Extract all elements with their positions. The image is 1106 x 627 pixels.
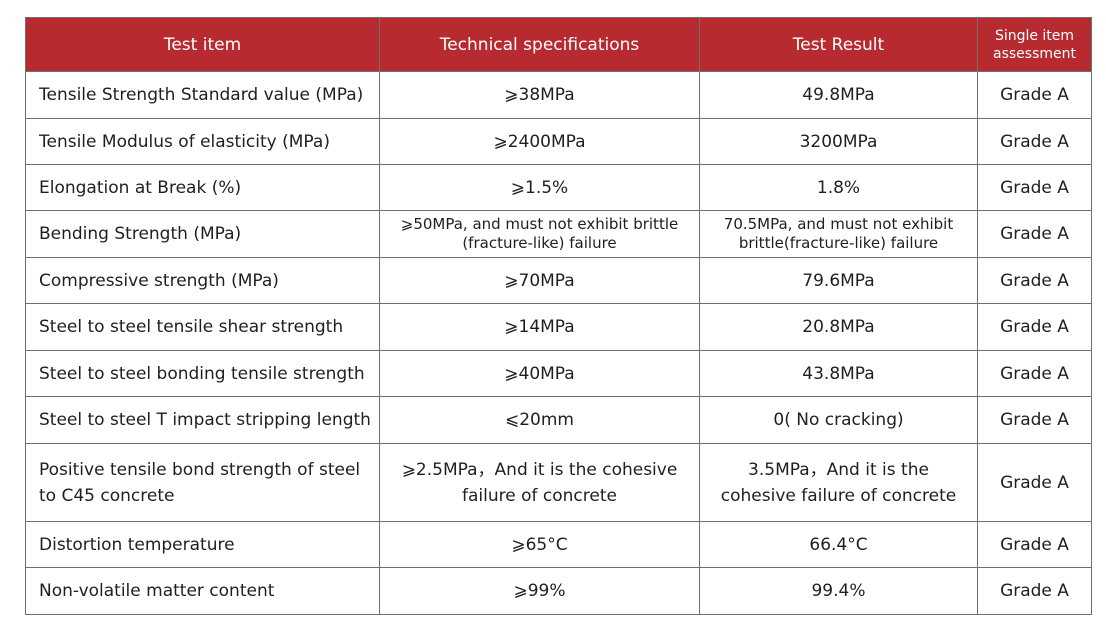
table-row: Steel to steel tensile shear strength ⩾1…: [25, 303, 1092, 351]
cell-specification: ⩽20mm: [379, 396, 700, 444]
cell-specification: ⩾40MPa: [379, 350, 700, 397]
cell-assessment: Grade A: [977, 303, 1092, 351]
cell-result: 79.6MPa: [699, 257, 978, 304]
cell-test-item: Compressive strength (MPa): [25, 257, 380, 304]
cell-result: 20.8MPa: [699, 303, 978, 351]
cell-result: 70.5MPa, and must not exhibit brittle(fr…: [699, 210, 978, 258]
cell-result: 43.8MPa: [699, 350, 978, 397]
table-row: Positive tensile bond strength of steel …: [25, 443, 1092, 522]
cell-test-item: Positive tensile bond strength of steel …: [25, 443, 380, 522]
header-test-item: Test item: [25, 17, 380, 72]
cell-specification: ⩾14MPa: [379, 303, 700, 351]
cell-specification: ⩾50MPa, and must not exhibit brittle (fr…: [379, 210, 700, 258]
cell-result: 0( No cracking): [699, 396, 978, 444]
table-row: Bending Strength (MPa) ⩾50MPa, and must …: [25, 210, 1092, 258]
cell-result: 3.5MPa，And it is the cohesive failure of…: [699, 443, 978, 522]
cell-assessment: Grade A: [977, 210, 1092, 258]
cell-result-text: 3.5MPa，And it is the cohesive failure of…: [720, 459, 957, 506]
cell-assessment: Grade A: [977, 164, 1092, 211]
cell-specification: ⩾38MPa: [379, 71, 700, 119]
cell-test-item: Steel to steel bonding tensile strength: [25, 350, 380, 397]
table-row: Steel to steel bonding tensile strength …: [25, 350, 1092, 397]
cell-specification: ⩾1.5%: [379, 164, 700, 211]
cell-assessment: Grade A: [977, 71, 1092, 119]
cell-result: 99.4%: [699, 567, 978, 615]
table-row: Compressive strength (MPa) ⩾70MPa 79.6MP…: [25, 257, 1092, 304]
table-row: Steel to steel T impact stripping length…: [25, 396, 1092, 444]
cell-assessment: Grade A: [977, 443, 1092, 522]
cell-result-text: 70.5MPa, and must not exhibit brittle(fr…: [723, 215, 954, 252]
cell-test-item: Distortion temperature: [25, 521, 380, 568]
specifications-table: Test item Technical specifications Test …: [25, 17, 1092, 615]
header-technical-specifications: Technical specifications: [379, 17, 700, 72]
table-body: Tensile Strength Standard value (MPa) ⩾3…: [25, 71, 1092, 615]
cell-test-item: Tensile Strength Standard value (MPa): [25, 71, 380, 119]
cell-specification: ⩾2400MPa: [379, 118, 700, 165]
header-assessment-line1: Single item: [994, 27, 1075, 44]
cell-assessment: Grade A: [977, 396, 1092, 444]
cell-test-item: Tensile Modulus of elasticity (MPa): [25, 118, 380, 165]
cell-test-item: Bending Strength (MPa): [25, 210, 380, 258]
cell-test-item: Steel to steel tensile shear strength: [25, 303, 380, 351]
cell-test-item-text: Positive tensile bond strength of steel …: [39, 459, 361, 506]
cell-test-item: Steel to steel T impact stripping length: [25, 396, 380, 444]
table-row: Tensile Strength Standard value (MPa) ⩾3…: [25, 71, 1092, 119]
header-single-item-assessment: Single item assessment: [977, 17, 1092, 72]
table-row: Non-volatile matter content ⩾99% 99.4% G…: [25, 567, 1092, 615]
cell-assessment: Grade A: [977, 257, 1092, 304]
table-header: Test item Technical specifications Test …: [25, 17, 1092, 72]
cell-specification: ⩾70MPa: [379, 257, 700, 304]
cell-specification: ⩾99%: [379, 567, 700, 615]
table-row: Distortion temperature ⩾65°C 66.4°C Grad…: [25, 521, 1092, 568]
cell-specification-text: ⩾50MPa, and must not exhibit brittle (fr…: [400, 215, 679, 252]
cell-specification-text: ⩾2.5MPa，And it is the cohesive failure o…: [401, 459, 678, 506]
cell-result: 49.8MPa: [699, 71, 978, 119]
cell-assessment: Grade A: [977, 350, 1092, 397]
cell-test-item: Non-volatile matter content: [25, 567, 380, 615]
table-row: Tensile Modulus of elasticity (MPa) ⩾240…: [25, 118, 1092, 165]
header-test-result: Test Result: [699, 17, 978, 72]
cell-result: 66.4°C: [699, 521, 978, 568]
header-assessment-line2: assessment: [993, 45, 1076, 62]
cell-specification: ⩾65°C: [379, 521, 700, 568]
cell-result: 3200MPa: [699, 118, 978, 165]
cell-assessment: Grade A: [977, 567, 1092, 615]
cell-assessment: Grade A: [977, 118, 1092, 165]
cell-result: 1.8%: [699, 164, 978, 211]
cell-specification: ⩾2.5MPa，And it is the cohesive failure o…: [379, 443, 700, 522]
cell-test-item: Elongation at Break (%): [25, 164, 380, 211]
header-row: Test item Technical specifications Test …: [25, 17, 1092, 72]
cell-assessment: Grade A: [977, 521, 1092, 568]
table-row: Elongation at Break (%) ⩾1.5% 1.8% Grade…: [25, 164, 1092, 211]
